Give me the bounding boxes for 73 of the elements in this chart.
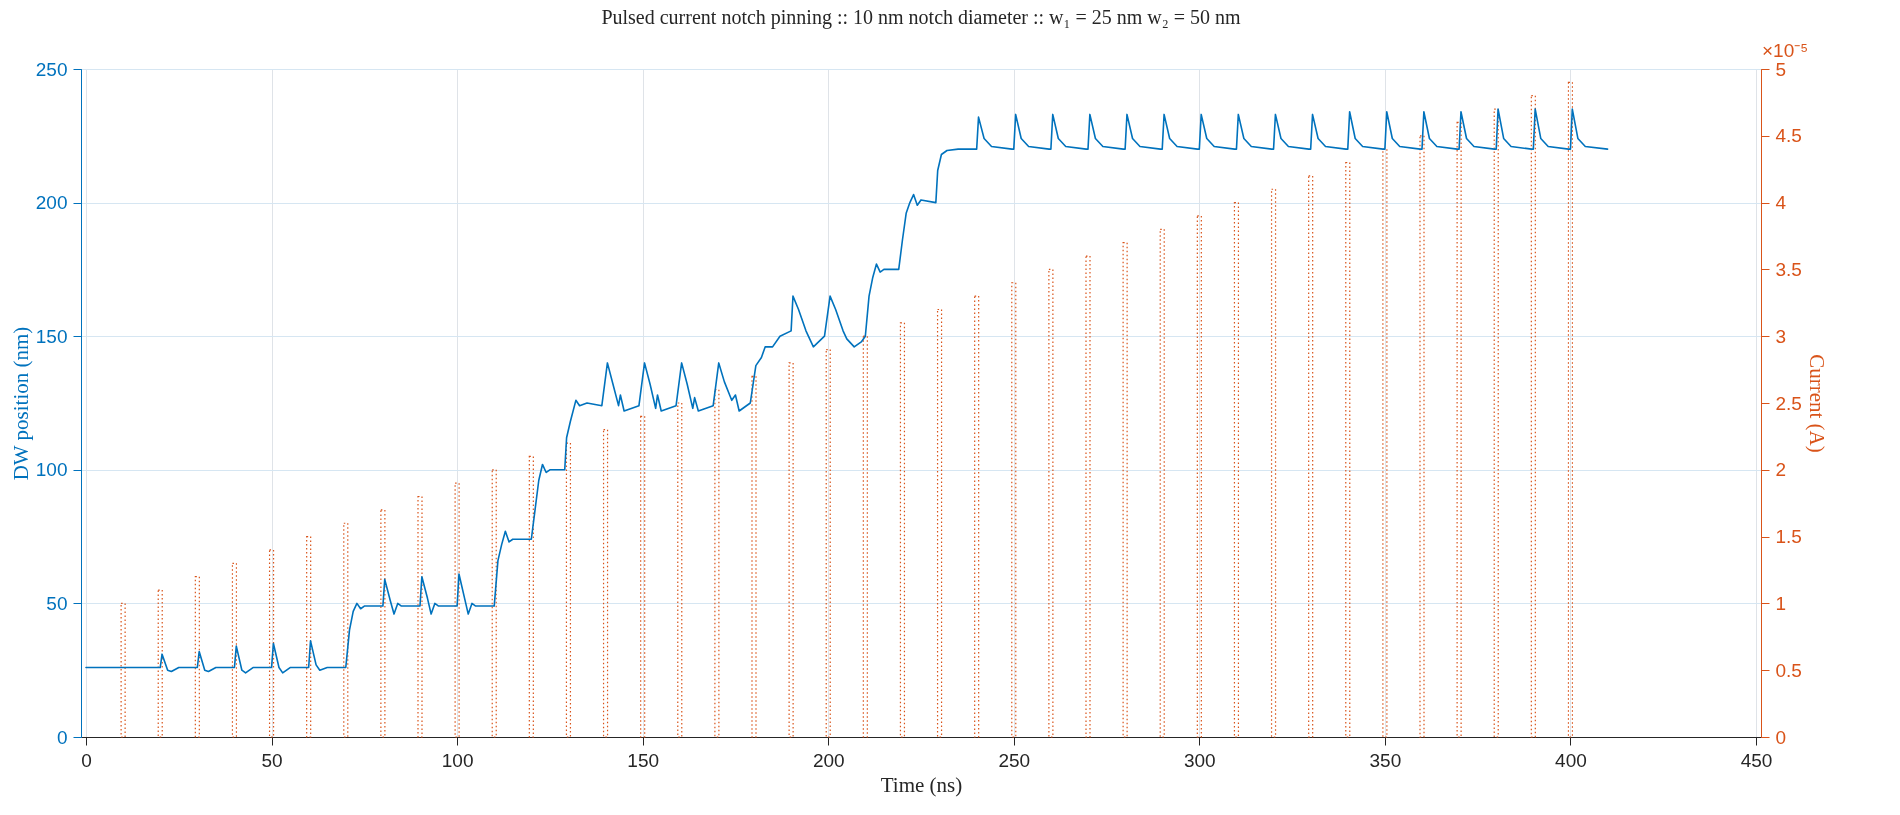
y-tick-label: 50 bbox=[46, 592, 68, 614]
x-tick-label: 100 bbox=[441, 749, 474, 771]
x-tick-label: 150 bbox=[627, 749, 660, 771]
bar bbox=[1011, 282, 1017, 738]
bar bbox=[788, 362, 794, 738]
bar bbox=[1196, 215, 1202, 738]
bar bbox=[194, 576, 200, 738]
y-axis-title: DW position (nm) bbox=[8, 326, 33, 481]
bar bbox=[602, 429, 609, 738]
x-tick-label: 0 bbox=[81, 749, 92, 771]
x-tick-label: 50 bbox=[261, 749, 283, 771]
y2-tick-label: 2 bbox=[1775, 459, 1787, 481]
line-series bbox=[85, 108, 1609, 674]
bar bbox=[1456, 121, 1462, 738]
y2-tick-label: 3 bbox=[1775, 325, 1787, 347]
bar bbox=[1530, 95, 1536, 738]
y2-tick-label: 4 bbox=[1775, 192, 1787, 214]
bar bbox=[899, 322, 906, 738]
bar bbox=[417, 495, 423, 738]
bar bbox=[1567, 81, 1574, 738]
y2-tick-label: 3.5 bbox=[1775, 258, 1802, 280]
bar bbox=[1233, 202, 1240, 738]
y-tick-label: 150 bbox=[35, 325, 68, 347]
bar bbox=[640, 415, 646, 738]
x-tick-label: 350 bbox=[1369, 749, 1402, 771]
bar bbox=[1308, 175, 1314, 738]
bar bbox=[1493, 108, 1499, 738]
y-tick-label: 250 bbox=[35, 58, 68, 80]
bar bbox=[1159, 228, 1165, 738]
bar bbox=[343, 522, 349, 738]
bar bbox=[120, 602, 126, 738]
y2-tick-label: 1 bbox=[1775, 592, 1787, 614]
bar bbox=[825, 348, 831, 738]
y-tick-label: 200 bbox=[35, 192, 68, 214]
bar bbox=[1085, 255, 1091, 738]
x-axis-title: Time (ns) bbox=[880, 772, 963, 797]
y2-tick-label: 4.5 bbox=[1775, 125, 1802, 147]
bar bbox=[565, 442, 572, 738]
y2-tick-label: 0.5 bbox=[1775, 659, 1802, 681]
y2-tick-label: 0 bbox=[1775, 726, 1787, 748]
bar bbox=[936, 308, 943, 738]
bar bbox=[528, 455, 534, 738]
text: ×10⁻⁵ bbox=[1762, 40, 1809, 61]
bar bbox=[491, 469, 497, 738]
bar bbox=[751, 375, 757, 738]
bar bbox=[1122, 242, 1128, 738]
y-tick-label: 100 bbox=[35, 459, 68, 481]
bar bbox=[677, 402, 683, 738]
y-tick-label: 0 bbox=[56, 726, 68, 748]
bar bbox=[157, 589, 163, 738]
bar bbox=[974, 295, 980, 738]
bar bbox=[1345, 161, 1351, 738]
bar bbox=[714, 389, 720, 738]
x-tick-label: 200 bbox=[812, 749, 845, 771]
chart-title: Pulsed current notch pinning :: 10 nm notch diameter :: w₁ = 25 nm w₂ = 50 nm bbox=[601, 6, 1242, 29]
x-tick-label: 400 bbox=[1555, 749, 1587, 771]
bar bbox=[231, 562, 238, 738]
x-tick-label: 450 bbox=[1740, 749, 1773, 771]
bar bbox=[1270, 188, 1277, 738]
y2-tick-label: 2.5 bbox=[1775, 392, 1802, 414]
bar bbox=[268, 549, 275, 738]
y2-axis-title: Current (A) bbox=[1804, 354, 1829, 453]
x-tick-label: 250 bbox=[998, 749, 1031, 771]
y2-tick-label: 5 bbox=[1775, 58, 1787, 80]
bar bbox=[862, 335, 868, 738]
bar bbox=[1382, 148, 1388, 738]
bar bbox=[1419, 135, 1425, 738]
bar bbox=[380, 509, 386, 738]
bar bbox=[454, 482, 460, 738]
bar bbox=[1048, 268, 1054, 738]
x-tick-label: 300 bbox=[1183, 749, 1216, 771]
bar bbox=[306, 536, 312, 738]
y2-tick-label: 1.5 bbox=[1775, 526, 1802, 548]
